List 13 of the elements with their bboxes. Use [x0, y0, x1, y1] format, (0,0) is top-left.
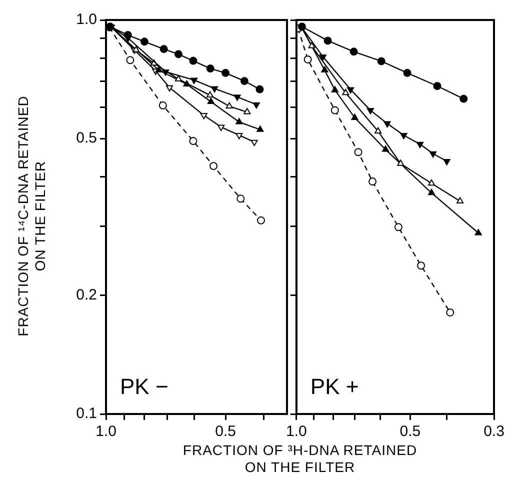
x-tick-label: 1.0 [96, 423, 116, 440]
x-tick-label: 0.5 [215, 423, 236, 440]
x-axis-title: FRACTION OF ³H-DNA RETAINED ON THE FILTER [182, 442, 418, 476]
y-tick-label: 1.0 [76, 11, 97, 28]
x-tick-label: 0.5 [400, 423, 421, 440]
x-tick-label: 1.0 [286, 423, 307, 440]
annotation: PK − [120, 374, 168, 399]
y-axis-title: FRACTION OF ¹⁴C-DNA RETAINED ON THE FILTER [15, 94, 49, 338]
annotation: PK + [310, 374, 359, 399]
x-tick-label: 0.3 [484, 423, 504, 440]
y-tick-label: 0.1 [76, 405, 97, 422]
y-tick-label: 0.5 [76, 130, 97, 147]
y-tick-label: 0.2 [76, 286, 97, 304]
